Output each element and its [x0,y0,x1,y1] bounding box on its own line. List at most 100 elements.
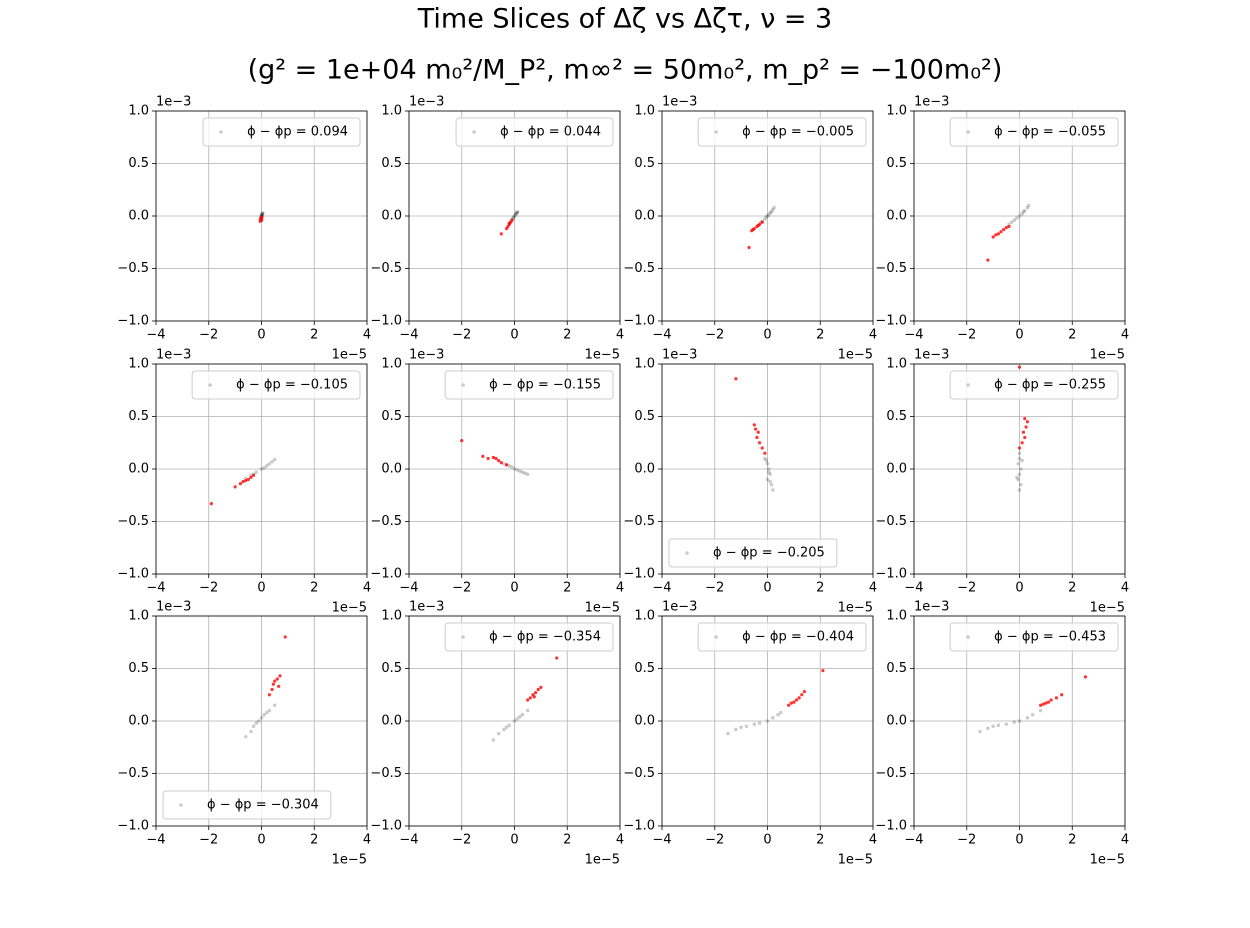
data-point [1017,365,1022,369]
y-tick-label: −0.5 [370,261,402,276]
data-point [1046,700,1051,704]
data-point [991,235,995,239]
y-tick-label: 0.0 [381,714,402,729]
data-point [507,723,512,727]
legend-label: ϕ − ϕp = −0.404 [742,630,854,645]
data-point [515,211,519,215]
y-tick-label: 1.0 [381,609,402,624]
data-point [267,461,272,466]
x-tick-label: 4 [616,833,624,848]
y-tick-label: −1.0 [623,314,655,329]
y-tick-label: 0.0 [128,714,149,729]
data-point [750,229,754,233]
data-point [769,482,774,487]
x-tick-label: 4 [1121,833,1129,848]
data-point [536,687,540,692]
x-tick-label: −2 [705,833,724,848]
legend-box [191,370,361,400]
x-tick-label: 4 [1121,581,1129,596]
data-point [275,677,279,681]
legend-box [949,117,1119,147]
data-point [802,690,807,694]
x-tick-label: 4 [616,581,624,596]
data-point [460,439,464,443]
x-tick-label: −4 [146,581,165,596]
legend-label: ϕ − ϕp = 0.094 [247,125,348,140]
x-tick-label: 0 [763,833,771,848]
data-point [283,635,287,639]
data-point [1049,698,1053,702]
x-tick-label: 2 [563,833,571,848]
data-point [1020,458,1024,463]
legend-box [444,622,614,652]
legend-marker [685,551,689,555]
legend-label: ϕ − ϕp = −0.453 [994,630,1106,645]
legend-label: ϕ − ϕp = 0.044 [500,125,601,140]
subplot: −4 −2 0 2 4 −1.0 −0.5 0.0 0.5 1.0 1e−3 1e−5 ϕ − ϕp =… [117,348,371,616]
axes-frame [661,110,874,322]
data-point [1041,702,1045,706]
axes-frame [155,110,368,322]
data-point [260,218,264,222]
legend-marker [714,130,718,134]
data-point [272,457,277,462]
x-offset-label: 1e−5 [585,853,620,868]
data-point [1038,708,1043,713]
data-point [259,467,264,471]
x-offset-label: 1e−5 [332,853,367,868]
data-point [1019,482,1023,487]
data-point [734,727,738,732]
x-offset-label: 1e−5 [332,601,367,616]
data-point [512,215,516,219]
legend-label: ϕ − ϕp = −0.055 [994,125,1106,140]
data-point [1017,451,1022,456]
legend-box [949,622,1119,652]
x-tick-label: 0 [510,328,518,343]
y-tick-label: −1.0 [623,819,655,834]
data-point [765,461,770,466]
data-point [244,478,248,483]
legend-box [162,790,332,820]
data-point [1020,441,1024,445]
data-point [246,477,250,482]
axes-frame [408,110,621,322]
data-point [241,480,245,484]
y-tick-label: 0.5 [634,409,655,424]
axes-frame [155,363,368,575]
legend: ϕ − ϕp = −0.205 [668,538,838,568]
legend-marker [966,383,970,387]
y-tick-label: −1.0 [875,819,907,834]
y-tick-label: −0.5 [370,514,402,529]
data-point [260,212,265,216]
subplot: −4 −2 0 2 4 −1.0 −0.5 0.0 0.5 1.0 1e−3 1e−5 ϕ − ϕp =… [875,95,1129,363]
y-tick-label: −1.0 [370,819,402,834]
data-point [514,212,518,216]
x-tick-label: 2 [310,328,318,343]
data-point [1025,205,1030,210]
data-point [996,723,1001,727]
data-point [1025,716,1030,720]
y-tick-label: 0.0 [634,209,655,224]
data-point [1025,420,1030,424]
legend: ϕ − ϕp = −0.055 [949,117,1119,147]
y-tick-label: 1.0 [886,357,907,372]
y-tick-label: 0.5 [886,156,907,171]
x-tick-label: −2 [452,833,471,848]
y-tick-label: 1.0 [381,104,402,119]
data-point [555,656,559,660]
y-offset-label: 1e−3 [156,600,191,615]
legend-label: ϕ − ϕp = −0.105 [236,378,348,393]
data-point [1039,703,1043,707]
x-tick-label: 0 [1015,581,1023,596]
y-offset-label: 1e−3 [914,348,949,363]
legend-box [455,117,614,147]
x-tick-label: −2 [705,581,724,596]
axes-frame [661,615,874,827]
legend-label: ϕ − ϕp = −0.155 [489,378,601,393]
x-tick-label: 4 [869,328,877,343]
y-tick-label: −0.5 [623,766,655,781]
y-offset-label: 1e−3 [409,348,444,363]
x-tick-label: −2 [199,833,218,848]
data-point [821,669,825,673]
data-point [767,470,771,474]
